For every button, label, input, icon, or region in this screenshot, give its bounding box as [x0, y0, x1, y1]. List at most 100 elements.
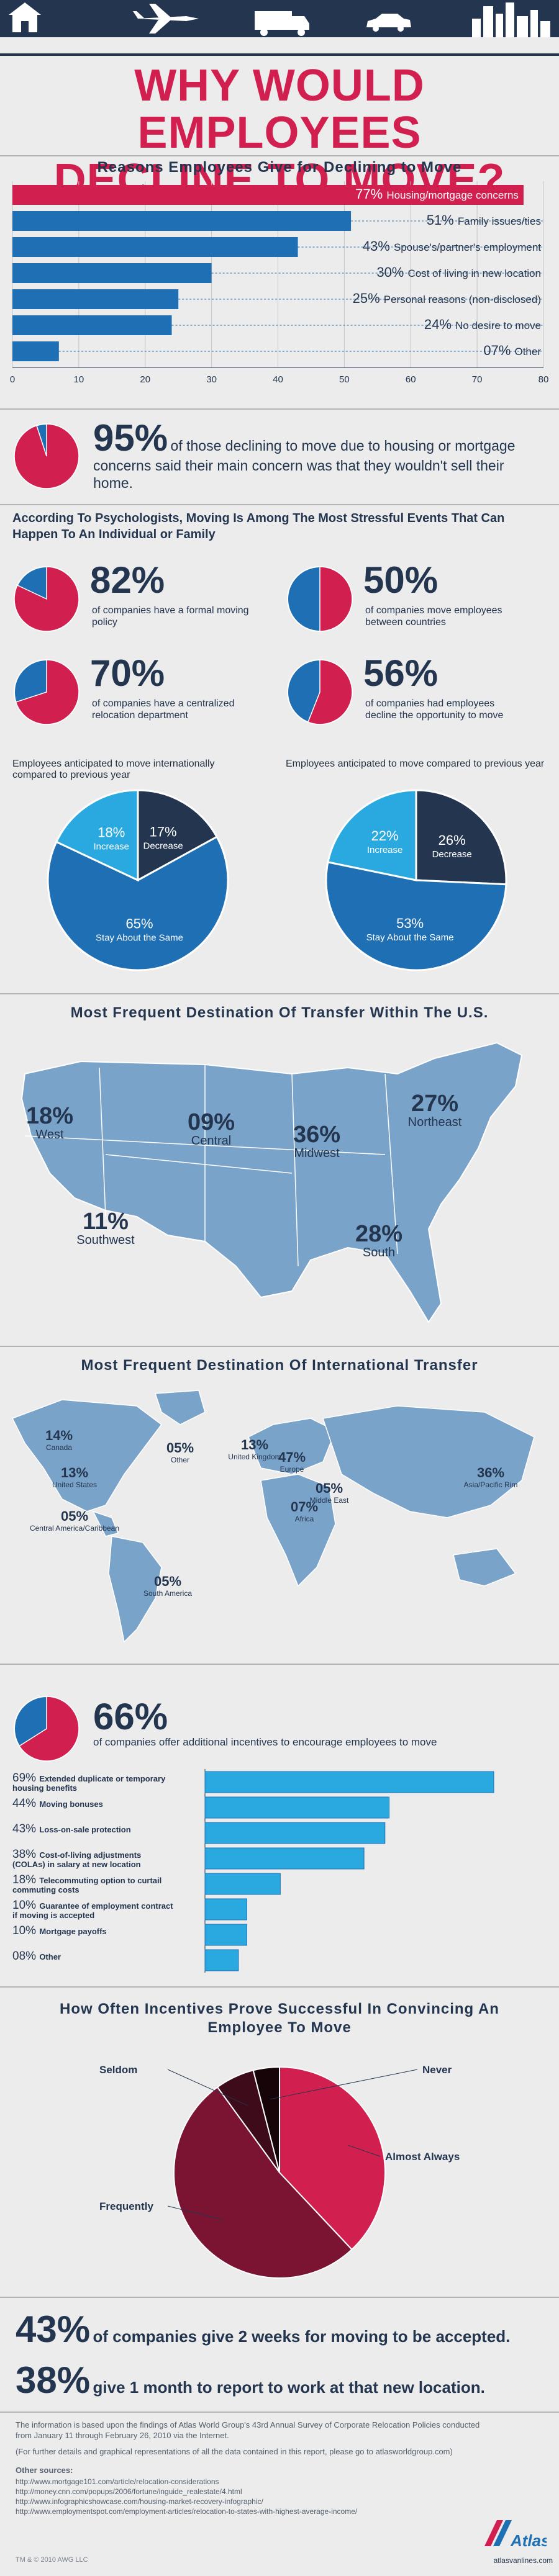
- footer-info: The information is based upon the findin…: [16, 2420, 480, 2440]
- us-region-name: Southwest: [76, 1233, 135, 1247]
- divider: [0, 1346, 559, 1347]
- bar: [204, 1771, 494, 1793]
- pie-slice-label: Increase: [367, 845, 403, 855]
- stat-month: 38% give 1 month to report to work at th…: [16, 2359, 550, 2402]
- stat-weeks-pct: 43%: [16, 2308, 91, 2350]
- bar-label-cont: housing benefits: [12, 1783, 77, 1793]
- bar: [204, 1796, 390, 1819]
- world-region-pct: 13%: [61, 1465, 88, 1480]
- stress-stat: 50% of companies move employees between c…: [286, 559, 547, 646]
- bar-label-cont: (COLAs) in salary at new location: [12, 1860, 141, 1869]
- continent: [453, 1548, 517, 1587]
- stress-pct: 82%: [90, 559, 165, 601]
- housing-pct: 95%: [93, 417, 168, 459]
- bar: [12, 211, 352, 231]
- housing-stat: 95% of those declining to move due to ho…: [93, 420, 540, 492]
- world-region-pct: 05%: [316, 1480, 343, 1496]
- us-region-pct: 18%: [26, 1103, 73, 1129]
- pie-slice-pct: 65%: [125, 916, 153, 932]
- world-region-pct: 47%: [278, 1449, 306, 1465]
- success-title: How Often Incentives Prove Successful In…: [60, 2001, 499, 2036]
- pie-slice-label: Almost Always: [385, 2151, 460, 2163]
- bar: [12, 237, 298, 257]
- stress-pie: [287, 566, 353, 632]
- us-map: 18%West 09%Central 36%Midwest 27%Northeast 1…: [20, 1042, 523, 1323]
- pie-slice: [55, 789, 139, 882]
- stress-pie: [287, 659, 353, 725]
- bar-label: 51% Family issues/ties: [427, 212, 541, 228]
- us-region-name: West: [35, 1128, 64, 1142]
- car-icon: [366, 14, 411, 32]
- world-region-name: Africa: [295, 1515, 314, 1523]
- bar-label: 43% Spouse's/partner's employment: [363, 238, 541, 254]
- title-line-1: WHY WOULD EMPLOYEES: [134, 61, 425, 158]
- pie-slice-pct: 53%: [396, 916, 424, 931]
- bar: [12, 315, 172, 335]
- website-link[interactable]: atlasvanlines.com: [493, 2556, 553, 2565]
- stress-text: of companies had employees decline the o…: [365, 698, 504, 721]
- state-border: [291, 1073, 299, 1267]
- us-region-pct: 27%: [411, 1091, 458, 1117]
- world-region-pct: 05%: [166, 1440, 194, 1456]
- world-region-pct: 05%: [154, 1574, 181, 1589]
- divider: [0, 2412, 559, 2413]
- pie-slice-pct: 22%: [371, 828, 399, 844]
- us-region-name: Midwest: [294, 1146, 340, 1160]
- airplane-icon: [133, 4, 199, 34]
- state-border: [384, 1073, 398, 1254]
- divider: [0, 2297, 559, 2298]
- world-region-name: Asia/Pacific Rim: [464, 1480, 518, 1489]
- stress-pie: [14, 659, 80, 725]
- stress-text: of companies have a formal moving policy: [92, 605, 249, 628]
- bar-label: 43% Loss-on-sale protection: [12, 1822, 131, 1835]
- stress-pie-slice: [15, 659, 80, 725]
- state-border: [99, 1067, 106, 1217]
- bar-label: 10% Guarantee of employment contract: [12, 1899, 173, 1912]
- world-region-pct: 13%: [241, 1437, 268, 1452]
- bar-label: 25% Personal reasons (non-disclosed): [353, 290, 541, 306]
- x-tick-label: 40: [273, 374, 283, 385]
- pie-slice: [173, 2086, 353, 2279]
- pie-slice: [279, 2066, 386, 2251]
- header-icons: [9, 2, 550, 37]
- stress-stat: 56% of companies had employees decline th…: [286, 652, 547, 739]
- stress-text: of companies move employees between coun…: [365, 605, 502, 628]
- divider: [0, 993, 559, 994]
- city-skyline-icon: [472, 2, 550, 37]
- us-region-name: South: [363, 1246, 395, 1259]
- stat-weeks: 43% of companies give 2 weeks for moving…: [16, 2308, 550, 2351]
- sources-list: http://www.mortgage101.com/article/reloc…: [16, 2477, 450, 2516]
- stress-text: of companies have a centralized relocati…: [92, 698, 235, 721]
- pie-slice: [47, 835, 229, 971]
- x-tick-label: 20: [140, 374, 150, 385]
- source-link[interactable]: http://www.employmentspot.com/employment…: [16, 2507, 358, 2516]
- world-region-name: South America: [143, 1589, 192, 1598]
- us-region-name: Northeast: [408, 1115, 462, 1129]
- x-tick-label: 0: [10, 374, 15, 385]
- world-region-pct: 05%: [61, 1508, 88, 1524]
- us-region-pct: 09%: [188, 1109, 235, 1135]
- world-region-name: Other: [171, 1456, 189, 1464]
- divider: [0, 1986, 559, 1988]
- stress-pie: [14, 566, 80, 632]
- world-region-name: Central America/Caribbean: [30, 1524, 119, 1533]
- stress-pie-slice: [319, 566, 353, 632]
- source-link[interactable]: http://www.mortgage101.com/article/reloc…: [16, 2477, 219, 2486]
- header-stripe: [0, 53, 559, 56]
- stress-stat: 82% of companies have a formal moving pol…: [12, 559, 273, 646]
- continent: [11, 1399, 163, 1512]
- us-region-pct: 36%: [293, 1122, 340, 1148]
- source-link[interactable]: http://money.cnn.com/popups/2006/fortune…: [16, 2487, 242, 2496]
- world-region-pct: 07%: [291, 1499, 318, 1515]
- atlas-logo: Atlas: [484, 2520, 547, 2550]
- pie-slice: [137, 789, 219, 882]
- source-link[interactable]: http://www.infographicshowcase.com/housi…: [16, 2497, 263, 2506]
- bar-label: 18% Telecommuting option to curtail: [12, 1873, 161, 1886]
- atlas-logo-text: Atlas: [510, 2531, 547, 2550]
- continent: [260, 1474, 336, 1587]
- house-icon: [9, 2, 41, 32]
- pie-leader: [167, 2205, 223, 2220]
- bar: [12, 185, 524, 205]
